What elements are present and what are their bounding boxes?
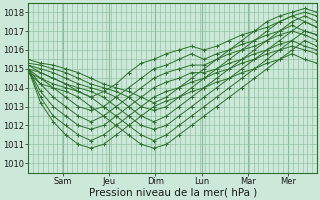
X-axis label: Pression niveau de la mer( hPa ): Pression niveau de la mer( hPa ) xyxy=(89,187,257,197)
